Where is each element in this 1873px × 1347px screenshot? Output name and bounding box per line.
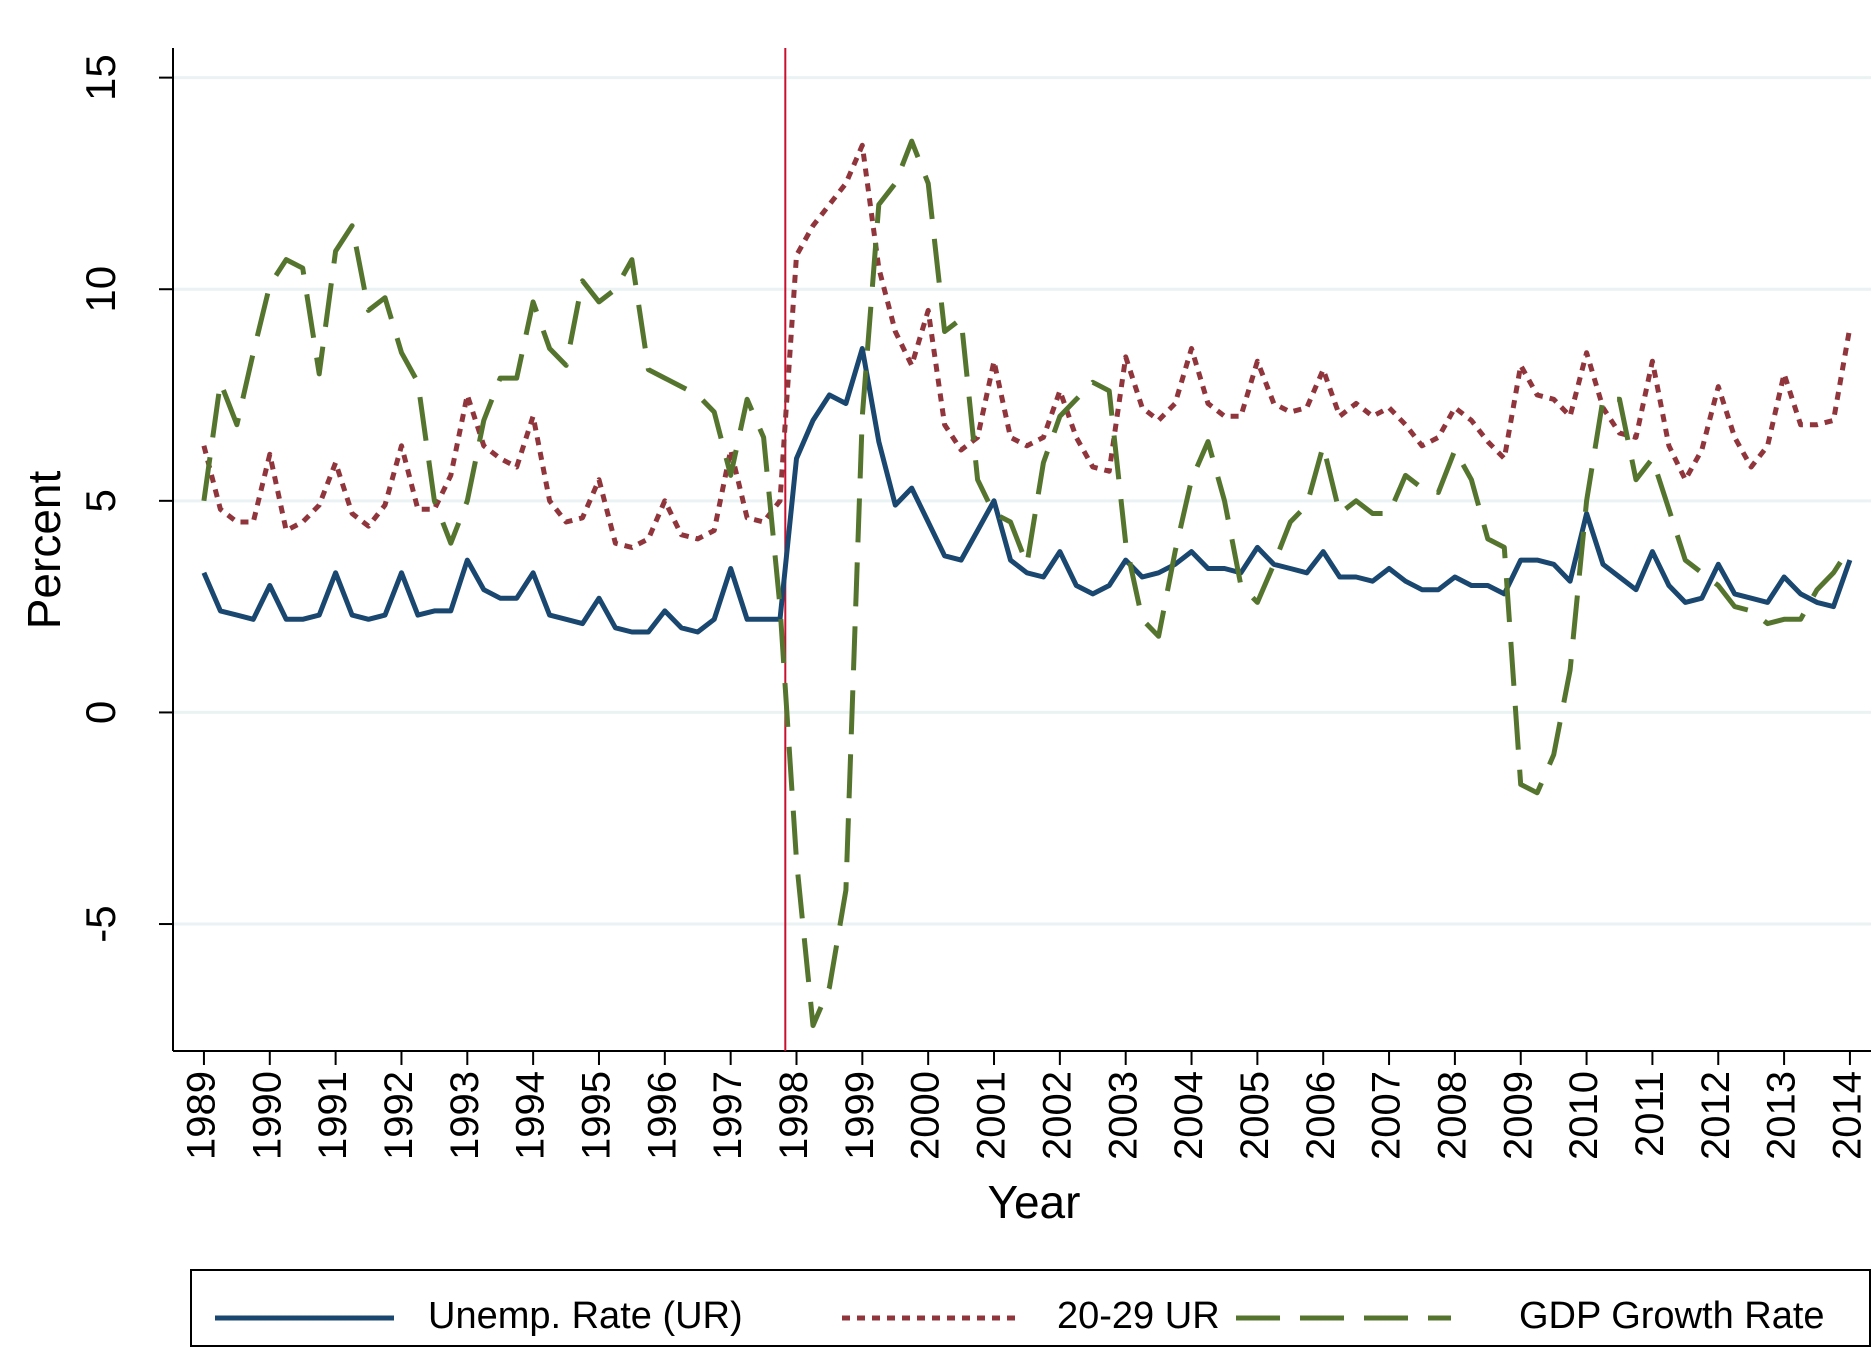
legend-label: 20-29 UR [1057,1295,1220,1337]
x-tick-label: 1990 [245,1071,289,1160]
series-line [201,142,1853,550]
series-line [201,346,1853,635]
y-tick-label: 15 [77,54,124,101]
legend-box [190,1269,1871,1347]
x-tick-label: 1994 [509,1071,553,1160]
x-tick-label: 2010 [1562,1071,1606,1160]
x-tick-label: 1998 [772,1071,816,1160]
series-line [201,138,1853,1029]
x-tick-label: 1995 [575,1071,619,1160]
x-tick-label: 1997 [706,1071,750,1160]
x-tick-label: 1989 [180,1071,224,1160]
y-tick-label: 5 [77,489,124,512]
x-tick-label: 2013 [1760,1071,1804,1160]
x-tick-label: 1999 [838,1071,882,1160]
x-tick-label: 2001 [970,1071,1014,1160]
x-tick-label: 1993 [443,1071,487,1160]
x-tick-label: 2003 [1101,1071,1145,1160]
x-tick-label: 2007 [1365,1071,1409,1160]
x-tick-label: 2014 [1825,1071,1869,1160]
x-tick-label: 2009 [1496,1071,1540,1160]
y-axis-title: Percent [18,471,70,630]
x-tick-label: 2004 [1167,1071,1211,1160]
y-tick-label: -5 [77,905,124,942]
x-tick-label: 2002 [1035,1071,1079,1160]
x-axis-title: Year [988,1176,1081,1228]
legend-label: GDP Growth Rate [1519,1295,1825,1337]
x-tick-label: 2011 [1628,1071,1672,1157]
y-tick-label: 10 [77,266,124,313]
x-tick-label: 2000 [904,1071,948,1160]
x-tick-label: 2006 [1299,1071,1343,1160]
x-tick-label: 1996 [640,1071,684,1160]
x-tick-label: 2005 [1233,1071,1277,1160]
x-tick-label: 1992 [377,1071,421,1160]
legend-label: Unemp. Rate (UR) [428,1295,743,1337]
x-tick-label: 2012 [1694,1071,1738,1160]
x-tick-label: 2008 [1430,1071,1474,1160]
x-tick-label: 1991 [311,1071,355,1160]
y-tick-label: 0 [77,701,124,724]
